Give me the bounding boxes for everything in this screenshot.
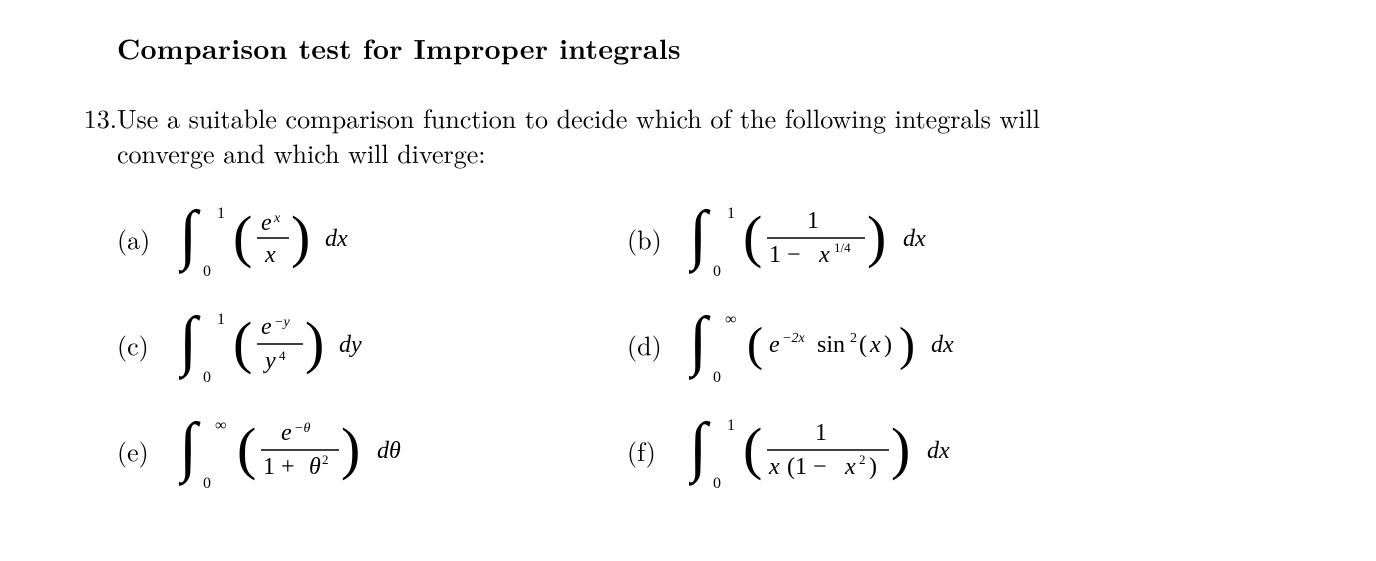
svg-text:e: e (261, 210, 272, 236)
svg-text:sin: sin (817, 332, 845, 358)
items-grid: (a) ∫ 1 0 ( e x x ) (117, 194, 1376, 494)
svg-text:(: ( (233, 204, 252, 269)
svg-text:dx: dx (903, 226, 926, 252)
svg-text:dx: dx (325, 226, 348, 252)
svg-text:x: x (273, 211, 281, 226)
problem-line-1: Use a suitable comparison function to de… (117, 99, 1040, 136)
svg-text:0: 0 (713, 369, 721, 386)
svg-text:dy: dy (339, 332, 362, 358)
svg-text:1/4: 1/4 (834, 240, 851, 255)
svg-text:): ) (884, 332, 892, 358)
svg-text:0: 0 (713, 475, 721, 492)
svg-text:∫: ∫ (689, 304, 711, 380)
svg-text:∫: ∫ (179, 410, 201, 486)
svg-text:1: 1 (217, 311, 225, 328)
item-label-c: (c) (117, 326, 157, 363)
svg-text:∞: ∞ (725, 311, 736, 328)
svg-text:1: 1 (807, 208, 819, 234)
svg-text:(: ( (859, 332, 867, 358)
svg-text:1: 1 (727, 205, 735, 222)
svg-text:∫: ∫ (689, 198, 711, 274)
svg-text:∫: ∫ (179, 198, 201, 274)
item-a: (a) ∫ 1 0 ( e x x ) (117, 194, 627, 282)
svg-text:4: 4 (279, 348, 286, 363)
svg-text:e: e (261, 314, 272, 340)
formula-b: ∫ 1 0 ( 1 1 − x 1/4 ) dx (689, 194, 989, 282)
svg-text:e: e (769, 332, 780, 358)
svg-text:∫: ∫ (689, 410, 711, 486)
svg-text:): ) (869, 454, 877, 480)
page: Comparison test for Improper integrals 1… (0, 0, 1376, 561)
svg-text:): ) (305, 310, 324, 375)
svg-text:0: 0 (203, 475, 211, 492)
lower-limit: 0 (203, 263, 211, 280)
problem-statement: Use a suitable comparison function to de… (117, 100, 1040, 170)
svg-text:dθ: dθ (377, 438, 401, 464)
svg-text:0: 0 (203, 369, 211, 386)
svg-text:): ) (341, 416, 360, 481)
item-f: (f) ∫ 1 0 ( 1 x (1 − x 2 ) (627, 406, 1009, 494)
svg-text:1: 1 (727, 417, 735, 434)
svg-text:e: e (281, 420, 292, 446)
problem-number: 13. (43, 100, 117, 170)
item-label-e: (e) (117, 432, 157, 469)
svg-text:(: ( (233, 310, 252, 375)
formula-f: ∫ 1 0 ( 1 x (1 − x 2 ) ) dx (689, 406, 1009, 494)
svg-text:−θ: −θ (294, 421, 310, 436)
upper-limit: 1 (217, 205, 225, 222)
item-c: (c) ∫ 1 0 ( e −y y 4 ) dy (117, 300, 627, 388)
svg-text:x: x (844, 454, 856, 480)
item-b: (b) ∫ 1 0 ( 1 1 − x 1/4 ) dx (627, 194, 989, 282)
svg-text:dx: dx (927, 438, 950, 464)
row-ab: (a) ∫ 1 0 ( e x x ) (117, 194, 1376, 282)
svg-text:): ) (891, 416, 910, 481)
svg-text:): ) (867, 204, 886, 269)
section-heading: Comparison test for Improper integrals (117, 28, 1376, 68)
svg-text:x: x (264, 242, 276, 268)
row-cd: (c) ∫ 1 0 ( e −y y 4 ) dy (117, 300, 1376, 388)
svg-text:(: ( (747, 318, 763, 371)
svg-text:dx: dx (931, 332, 954, 358)
svg-text:(1 −: (1 − (787, 454, 827, 480)
svg-text:(: ( (743, 416, 762, 481)
svg-text:θ: θ (309, 454, 321, 480)
problem-13: 13. Use a suitable comparison function t… (43, 100, 1316, 170)
formula-c: ∫ 1 0 ( e −y y 4 ) dy (179, 300, 419, 388)
item-e: (e) ∫ ∞ 0 ( e −θ 1 + θ 2 ) (117, 406, 627, 494)
svg-text:x: x (869, 332, 881, 358)
svg-text:∞: ∞ (215, 417, 226, 434)
svg-text:1 −: 1 − (769, 242, 801, 268)
svg-text:2: 2 (322, 452, 329, 467)
problem-line-2: converge and which will diverge: (117, 134, 485, 171)
svg-text:0: 0 (713, 263, 721, 280)
item-label-d: (d) (627, 326, 667, 363)
item-d: (d) ∫ ∞ 0 ( e −2x sin 2 ( x ) ) (627, 300, 1029, 388)
svg-text:x: x (818, 242, 830, 268)
svg-text:(: ( (743, 204, 762, 269)
svg-text:x: x (768, 454, 780, 480)
svg-text:−y: −y (274, 315, 290, 330)
svg-text:(: ( (237, 416, 256, 481)
formula-d: ∫ ∞ 0 ( e −2x sin 2 ( x ) ) dx (689, 300, 1029, 388)
row-ef: (e) ∫ ∞ 0 ( e −θ 1 + θ 2 ) (117, 406, 1376, 494)
svg-text:2: 2 (850, 331, 857, 346)
svg-text:): ) (291, 204, 310, 269)
formula-a: ∫ 1 0 ( e x x ) dx (179, 194, 399, 282)
svg-text:−2x: −2x (782, 331, 805, 346)
item-label-b: (b) (627, 220, 667, 257)
svg-text:1: 1 (815, 420, 827, 446)
svg-text:1 +: 1 + (263, 454, 295, 480)
svg-text:y: y (263, 348, 276, 374)
item-label-f: (f) (627, 432, 667, 469)
svg-text:2: 2 (859, 452, 866, 467)
formula-e: ∫ ∞ 0 ( e −θ 1 + θ 2 ) dθ (179, 406, 459, 494)
svg-text:): ) (899, 318, 915, 371)
svg-text:∫: ∫ (179, 304, 201, 380)
item-label-a: (a) (117, 220, 157, 257)
